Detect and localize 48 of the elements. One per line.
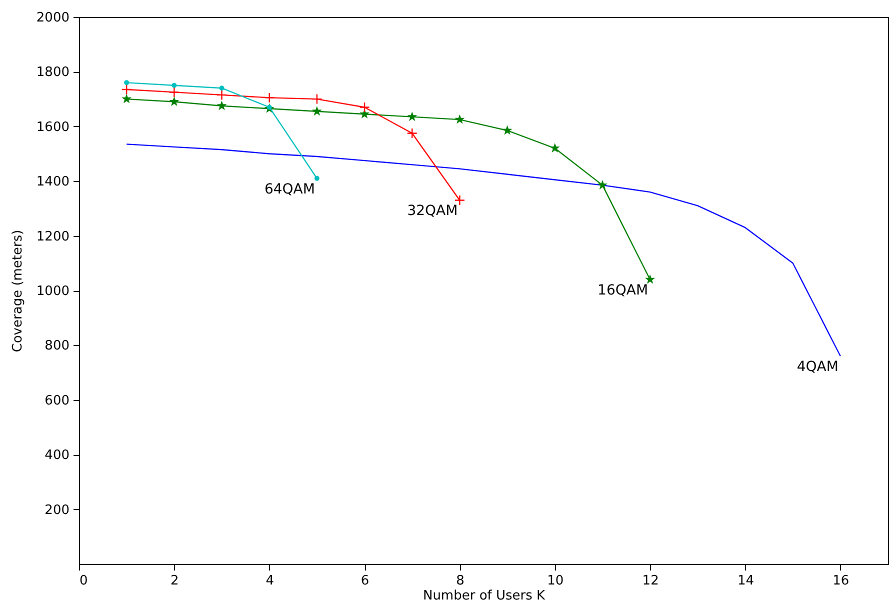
y-tick-label: 600	[44, 393, 70, 408]
point	[172, 82, 177, 88]
point	[169, 96, 180, 106]
x-tick-label: 16	[832, 574, 850, 588]
point	[502, 125, 512, 135]
series-label: 4QAM	[796, 359, 838, 376]
point	[406, 128, 418, 139]
y-tick-label: 400	[44, 448, 70, 464]
x-tick-label: 8	[456, 574, 464, 588]
point	[312, 94, 322, 104]
x-tick-label: 2	[170, 574, 179, 588]
x-axis-title: Number of Users K	[422, 588, 546, 604]
line-series	[126, 144, 842, 357]
y-tick-label: 1400	[36, 174, 70, 190]
point	[219, 86, 224, 91]
series-label: 32QAM	[407, 203, 458, 220]
x-tick-label: 4	[266, 574, 274, 588]
y-tick-label: 1200	[36, 229, 70, 244]
series-label: 16QAM	[598, 282, 648, 299]
point	[216, 90, 228, 100]
point	[454, 114, 465, 124]
x-tick-label: 12	[642, 574, 659, 588]
y-tick-label: 1800	[36, 65, 70, 80]
point	[407, 112, 418, 122]
y-axis-title: Coverage (meters)	[10, 230, 26, 352]
y-tick-label: 1600	[36, 120, 70, 135]
point	[264, 92, 275, 104]
point	[121, 84, 132, 95]
x-tick-label: 0	[80, 574, 88, 588]
x-tick-label: 6	[360, 574, 370, 588]
point	[168, 86, 180, 98]
x-tick-label: 14	[737, 574, 754, 588]
point	[645, 274, 656, 284]
point	[359, 102, 370, 113]
point	[454, 194, 466, 206]
point	[312, 106, 322, 116]
point	[550, 143, 560, 153]
point	[122, 94, 132, 104]
y-tick-label: 2000	[36, 10, 70, 26]
point	[597, 180, 608, 190]
x-tick-label: 10	[547, 574, 564, 588]
y-tick-label: 1000	[36, 284, 70, 299]
series-label: 64QAM	[264, 181, 315, 198]
y-tick-label: 800	[44, 338, 70, 354]
point	[216, 100, 227, 110]
y-tick-label: 200	[44, 502, 70, 518]
point	[124, 80, 130, 86]
point	[314, 176, 320, 181]
